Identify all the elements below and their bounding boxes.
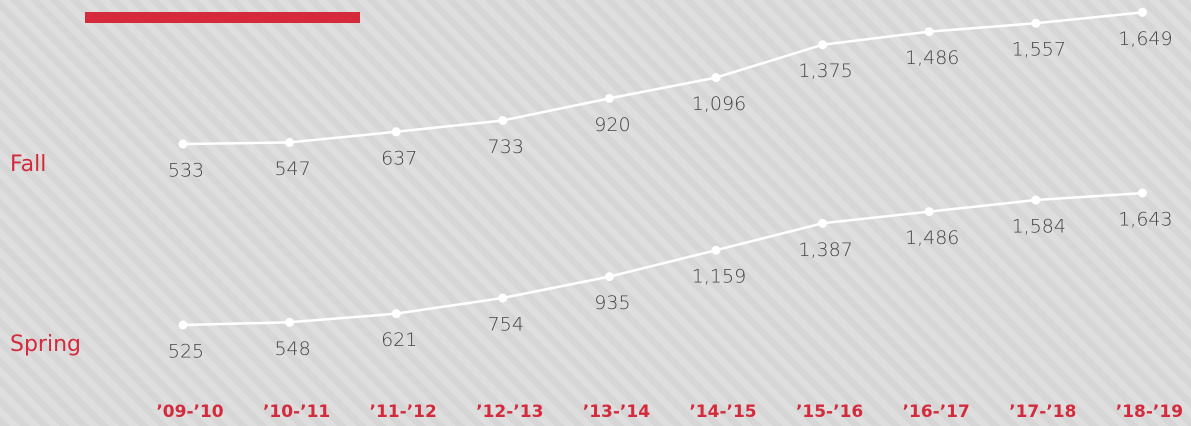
line xyxy=(182,11,1143,146)
point xyxy=(604,272,614,282)
point xyxy=(1031,18,1041,28)
accent-bar xyxy=(85,12,360,23)
point xyxy=(178,139,188,149)
data-label: 637 xyxy=(381,147,417,169)
point xyxy=(818,40,828,50)
point xyxy=(498,115,508,125)
series-name: Spring xyxy=(10,332,81,357)
data-label: 754 xyxy=(488,313,524,335)
data-label: 1,159 xyxy=(692,266,746,288)
x-tick-label: ’12-’13 xyxy=(476,402,543,422)
x-tick-label: ’17-’18 xyxy=(1009,402,1076,422)
data-label: 1,557 xyxy=(1012,39,1066,61)
data-label: 1,486 xyxy=(905,227,959,249)
point xyxy=(1137,188,1147,198)
data-label: 1,486 xyxy=(905,47,959,69)
data-label: 920 xyxy=(594,114,630,136)
x-tick-label: ’11-’12 xyxy=(370,402,437,422)
x-tick-label: ’16-’17 xyxy=(903,402,970,422)
point xyxy=(711,73,721,83)
point xyxy=(1031,195,1041,205)
data-label: 1,375 xyxy=(798,60,852,82)
point xyxy=(1137,7,1147,17)
point xyxy=(285,137,295,147)
point xyxy=(818,218,828,228)
data-label: 548 xyxy=(274,338,310,360)
data-label: 1,649 xyxy=(1118,28,1172,50)
point xyxy=(604,93,614,103)
data-label: 533 xyxy=(168,160,204,182)
point xyxy=(924,27,934,37)
x-tick-label: ’14-’15 xyxy=(689,402,756,422)
data-label: 1,387 xyxy=(798,239,852,261)
data-label: 1,643 xyxy=(1118,209,1172,231)
point xyxy=(391,309,401,319)
point xyxy=(391,127,401,137)
point xyxy=(498,293,508,303)
point xyxy=(711,245,721,255)
data-label: 547 xyxy=(274,158,310,180)
data-label: 525 xyxy=(168,341,204,363)
data-label: 1,096 xyxy=(692,93,746,115)
series-name: Fall xyxy=(10,152,46,177)
x-tick-label: ’13-’14 xyxy=(583,402,650,422)
data-label: 1,584 xyxy=(1012,216,1066,238)
x-tick-label: ’18-’19 xyxy=(1116,402,1183,422)
x-tick-label: ’15-’16 xyxy=(796,402,863,422)
x-tick-label: ’09-’10 xyxy=(156,402,223,422)
data-label: 935 xyxy=(594,292,630,314)
point xyxy=(285,317,295,327)
point xyxy=(178,320,188,330)
line xyxy=(182,191,1143,327)
data-label: 733 xyxy=(488,136,524,158)
data-label: 621 xyxy=(381,329,417,351)
point xyxy=(924,207,934,217)
x-tick-label: ’10-’11 xyxy=(263,402,330,422)
